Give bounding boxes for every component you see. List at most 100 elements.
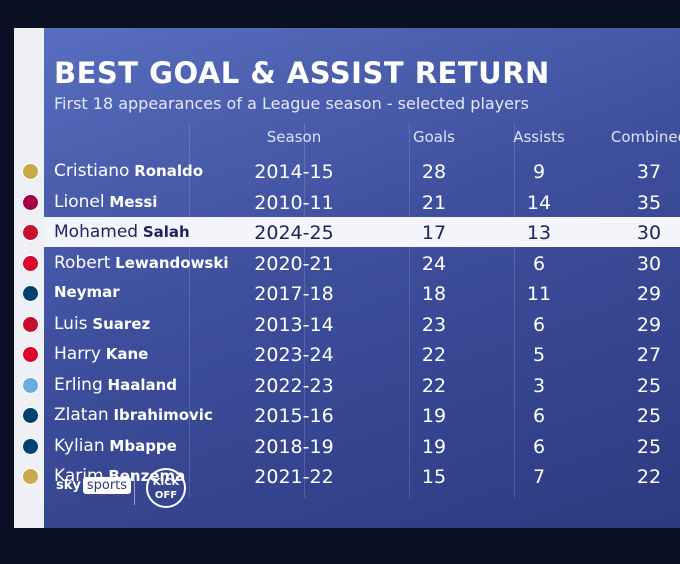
cell-goals: 19 [421, 405, 447, 427]
table-row: Zlatan Ibrahimovic 2015-16 19 6 25 [22, 400, 680, 430]
cell-goals: 28 [421, 161, 447, 183]
cell-combined: 25 [636, 435, 662, 458]
club-badge [22, 407, 39, 424]
cell-combined: 22 [636, 466, 662, 488]
cell-goals: 24 [421, 252, 447, 275]
club-badge [22, 315, 39, 333]
cell-goals: 19 [421, 435, 447, 458]
player-name: Zlatan Ibrahimovic [54, 405, 213, 425]
table-row: Mohamed Salah 2024-25 17 13 30 [22, 217, 680, 247]
graphic-panel: BEST GOAL & ASSIST RETURN First 18 appea… [14, 28, 680, 528]
table-row: Luis Suarez 2013-14 23 6 29 [22, 309, 680, 339]
player-name: Robert Lewandowski [54, 253, 228, 273]
table-row: Kylian Mbappe 2018-19 19 6 25 [22, 431, 680, 461]
cell-goals: 22 [421, 344, 447, 366]
cell-season: 2020-21 [254, 252, 334, 275]
last-name: Kane [105, 345, 149, 363]
last-name: Benzema [108, 467, 186, 485]
table-row: Erling Haaland 2022-23 22 3 25 [22, 370, 680, 400]
cell-season: 2013-14 [254, 313, 334, 336]
club-badge [22, 254, 39, 272]
table-row: Harry Kane 2023-24 22 5 27 [22, 339, 680, 369]
title: BEST GOAL & ASSIST RETURN [54, 56, 550, 90]
last-name: Neymar [54, 283, 120, 301]
last-name: Ibrahimovic [113, 406, 213, 424]
first-name: Erling [54, 374, 103, 395]
cell-assists: 14 [526, 191, 552, 214]
column-header: Goals [413, 128, 455, 146]
brand-sports: sports [82, 477, 132, 494]
cell-goals: 22 [421, 374, 447, 397]
column-header: Combined [610, 128, 680, 146]
player-name: Erling Haaland [54, 375, 177, 395]
last-name: Haaland [107, 375, 178, 394]
cell-assists: 11 [526, 283, 552, 305]
cell-combined: 25 [636, 405, 662, 427]
cell-season: 2022-23 [254, 374, 334, 397]
column-divider [189, 123, 190, 498]
player-name: Luis Suarez [54, 314, 150, 334]
cell-assists: 13 [526, 222, 552, 244]
column-divider [304, 123, 305, 498]
cell-assists: 5 [532, 344, 546, 366]
cell-goals: 18 [421, 283, 447, 305]
player-name: Harry Kane [54, 344, 148, 364]
last-name: Salah [142, 223, 190, 241]
first-name: Cristiano [54, 161, 130, 181]
cell-season: 2017-18 [254, 283, 334, 305]
player-name: Mohamed Salah [54, 222, 190, 242]
cell-season: 2014-15 [254, 161, 334, 183]
first-name: Harry [54, 344, 101, 364]
cell-season: 2018-19 [254, 435, 334, 458]
column-header: Assists [513, 128, 565, 146]
table-row: Neymar 2017-18 18 11 29 [22, 278, 680, 308]
first-name: Lionel [54, 191, 105, 212]
separator [134, 473, 135, 505]
cell-assists: 6 [532, 435, 546, 458]
show-logo: KICK OFF [146, 468, 186, 508]
table-row: Cristiano Ronaldo 2014-15 28 9 37 [22, 156, 680, 186]
club-badge [22, 468, 39, 485]
show-logo-line: KICK [152, 477, 180, 488]
show-logo-line: OFF [154, 490, 178, 501]
last-name: Messi [109, 192, 158, 211]
cell-combined: 35 [636, 191, 662, 214]
brand-logo: sky sports [56, 477, 132, 494]
cell-goals: 17 [421, 222, 447, 244]
cell-assists: 6 [532, 313, 546, 336]
first-name: Luis [54, 313, 88, 334]
cell-season: 2024-25 [254, 222, 334, 244]
last-name: Ronaldo [134, 162, 204, 180]
club-badge [22, 193, 39, 211]
club-badge [22, 376, 39, 394]
first-name: Mohamed [54, 222, 139, 242]
club-badge [22, 346, 39, 363]
cell-combined: 37 [636, 161, 662, 183]
cell-season: 2023-24 [254, 344, 334, 366]
column-divider [409, 123, 410, 498]
cell-combined: 30 [636, 222, 662, 244]
club-badge [22, 224, 39, 241]
last-name: Suarez [92, 314, 151, 333]
cell-season: 2021-22 [254, 466, 334, 488]
first-name: Robert [54, 252, 111, 273]
subtitle: First 18 appearances of a League season … [54, 94, 529, 113]
cell-season: 2015-16 [254, 405, 334, 427]
cell-assists: 3 [532, 374, 546, 397]
last-name: Mbappe [109, 436, 177, 455]
column-header: Season [266, 128, 322, 146]
first-name: Karim [54, 466, 104, 486]
column-divider [514, 123, 515, 498]
cell-combined: 25 [636, 374, 662, 397]
club-badge [22, 285, 39, 302]
cell-assists: 7 [532, 466, 546, 488]
table-row: Lionel Messi 2010-11 21 14 35 [22, 187, 680, 217]
cell-combined: 30 [636, 252, 662, 275]
cell-season: 2010-11 [254, 191, 334, 214]
player-name: Kylian Mbappe [54, 436, 177, 456]
cell-assists: 6 [532, 405, 546, 427]
club-badge [22, 163, 39, 180]
cell-goals: 23 [421, 313, 447, 336]
club-badge [22, 437, 39, 455]
